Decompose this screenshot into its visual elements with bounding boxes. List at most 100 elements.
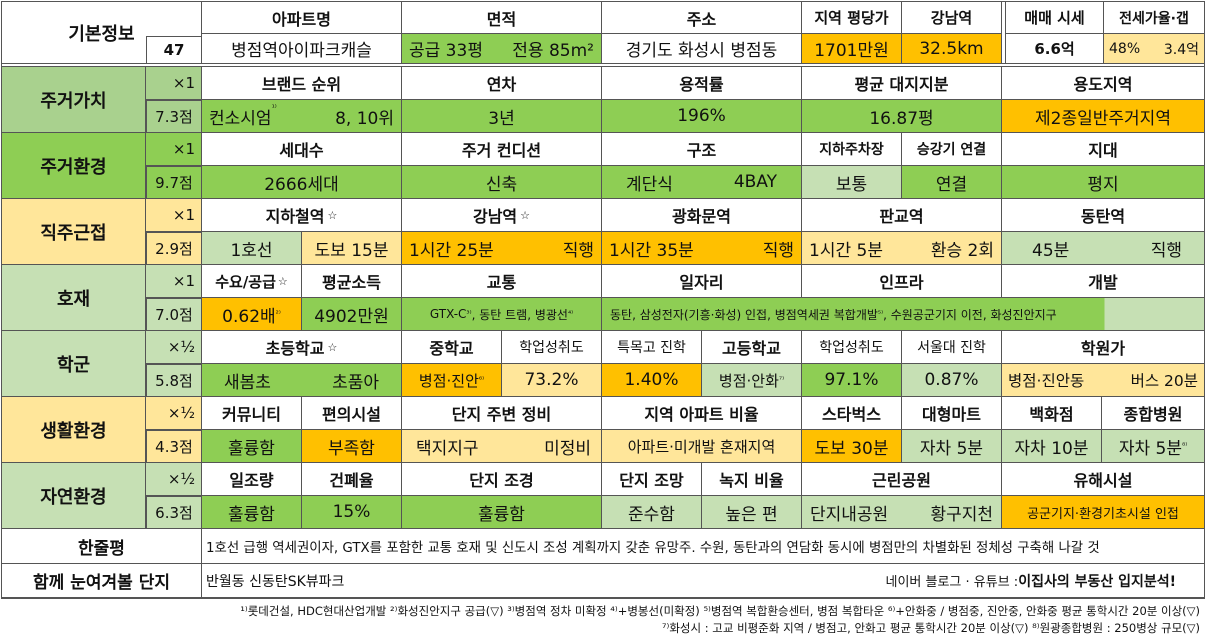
subway-walk: 도보 15분 <box>302 232 402 265</box>
row-gap <box>2 64 1205 67</box>
parking: 보통 <box>802 166 902 199</box>
school-label: 학군 <box>2 331 146 397</box>
living-env-mult: ×1 <box>146 133 202 166</box>
starbucks: 도보 30분 <box>802 430 902 463</box>
apt-name-header: 아파트명 <box>202 2 402 34</box>
living-value-label: 주거가치 <box>2 67 146 133</box>
pangyo-header: 판교역 <box>802 199 1002 232</box>
jeonse-header: 전세가율·갭 <box>1104 2 1205 34</box>
life-label: 생활환경 <box>2 397 146 463</box>
department-header: 백화점 <box>1002 397 1102 430</box>
sunlight-header: 일조량 <box>202 463 302 496</box>
parking-header: 지하주차장 <box>802 133 902 166</box>
footnote-ref-3: ³⁾ <box>466 309 472 318</box>
income: 4902만원 <box>302 298 402 331</box>
living-value-mult: ×1 <box>146 67 202 100</box>
basic-number: 47 <box>146 36 202 64</box>
terrain-header: 지대 <box>1002 133 1205 166</box>
far: 196% <box>602 100 802 133</box>
basic-label: 기본정보 <box>2 2 202 64</box>
units-header: 세대수 <box>202 133 402 166</box>
gangnam-dist: 32.5km <box>902 34 1002 64</box>
brand-consortium: 컨소시엄 <box>209 108 272 129</box>
structure-type: 계단식 <box>626 174 673 195</box>
convenience-header: 편의시설 <box>302 397 402 430</box>
nature-score: 6.3점 <box>146 496 202 529</box>
pangyo-type: 환승 2회 <box>930 240 994 261</box>
hospital-header: 종합병원 <box>1102 397 1205 430</box>
life-score: 4.3점 <box>146 430 202 463</box>
age-header: 연차 <box>402 67 602 100</box>
elevator-header: 승강기 연결 <box>902 133 1002 166</box>
land-share: 16.87평 <box>802 100 1002 133</box>
region-price: 1701만원 <box>802 34 902 64</box>
sunlight: 훌륭함 <box>202 496 302 529</box>
footnote-ref-5: ⁵⁾ <box>877 309 884 318</box>
living-env-label: 주거환경 <box>2 133 146 199</box>
gwanghwamun-header: 광화문역 <box>602 199 802 232</box>
living-env-score: 9.7점 <box>146 166 202 199</box>
elementary-header: 초등학교 ☆ <box>202 331 402 364</box>
coverage: 15% <box>302 496 402 529</box>
development-detail-rest: , 수원공군기지 이전, 화성진안지구 <box>883 307 1057 322</box>
subway-header: 지하철역 ☆ <box>202 199 402 232</box>
gangnam-time: 1시간 25분 <box>409 240 494 261</box>
income-header: 평균소득 <box>302 265 402 298</box>
traffic-header: 교통 <box>402 265 602 298</box>
high-achievement-header: 학업성취도 <box>802 331 902 364</box>
view-header: 단지 조망 <box>602 463 702 496</box>
structure-header: 구조 <box>602 133 802 166</box>
gangnam-header-text: 강남역 <box>472 207 518 226</box>
hospital-value: 자차 5분 <box>1118 438 1182 459</box>
high: 병점·안화 ⁷⁾ <box>702 364 802 397</box>
gangnam-type: 직행 <box>562 240 594 261</box>
jeonse-value: 48% 3.4억 <box>1104 34 1205 64</box>
address-header: 주소 <box>602 2 802 34</box>
zoning: 제2종일반주거지역 <box>1002 100 1205 133</box>
credit: 네이버 블로그 · 유튜브 : 이집사의 부동산 입지분석! <box>814 564 1205 598</box>
convenience: 부족함 <box>302 430 402 463</box>
school-mult: ×½ <box>146 331 202 364</box>
surroundings-state: 미정비 <box>544 438 591 459</box>
landscape: 훌륭함 <box>402 496 602 529</box>
brand-rank-value: 8, 10위 <box>335 108 394 129</box>
dongtan-time: 45분 <box>1032 240 1070 261</box>
mart: 자차 5분 <box>902 430 1002 463</box>
community: 훌륭함 <box>202 430 302 463</box>
elementary-name: 새봄초 <box>224 372 271 393</box>
brand-rank-header: 브랜드 순위 <box>202 67 402 100</box>
park-header: 근린공원 <box>802 463 1002 496</box>
jeonse-gap: 3.4억 <box>1163 41 1199 58</box>
green-ratio-header: 녹지 비율 <box>702 463 802 496</box>
zoning-header: 용도지역 <box>1002 67 1205 100</box>
department: 자차 10분 <box>1002 430 1102 463</box>
middle-names: 병점·진안 <box>418 371 479 390</box>
elevator: 연결 <box>902 166 1002 199</box>
separator <box>1002 2 1006 64</box>
surroundings: 택지지구 미정비 <box>402 430 602 463</box>
high-names: 병점·안화 <box>718 371 779 390</box>
compare-text: 반월동 신동탄SK뷰파크 <box>202 564 814 598</box>
dev-header: 개발 <box>1002 265 1205 298</box>
footnote-ref-1: ¹⁾ <box>271 102 277 112</box>
community-header: 커뮤니티 <box>202 397 302 430</box>
region-price-header: 지역 평당가 <box>802 2 902 34</box>
middle: 병점·진안 ⁶⁾ <box>402 364 502 397</box>
credit-prefix: 네이버 블로그 · 유튜브 : <box>885 575 1019 590</box>
star-icon: ☆ <box>277 274 288 288</box>
gangnam-header: 강남역 ☆ <box>402 199 602 232</box>
development-detail: 동탄, 삼성전자(기흥·화성) 인접, 병점역세권 복합개발 ⁵⁾, 수원공군기지… <box>602 298 1205 331</box>
starbucks-header: 스타벅스 <box>802 397 902 430</box>
hazard-header: 유해시설 <box>1002 463 1205 496</box>
address: 경기도 화성시 병점동 <box>602 34 802 64</box>
footnote-ref-7: ⁷⁾ <box>778 375 785 384</box>
traffic-gtx: GTX-C <box>429 307 467 321</box>
condition: 신축 <box>402 166 602 199</box>
living-value-score: 7.3점 <box>146 100 202 133</box>
park-stream: 황구지천 <box>930 504 993 525</box>
supply-header-text: 수요/공급 <box>215 272 276 291</box>
middle-header: 중학교 <box>402 331 502 364</box>
structure-bay: 4BAY <box>733 172 777 192</box>
star-icon: ☆ <box>327 340 338 354</box>
pangyo-commute: 1시간 5분 환승 2회 <box>802 232 1002 265</box>
